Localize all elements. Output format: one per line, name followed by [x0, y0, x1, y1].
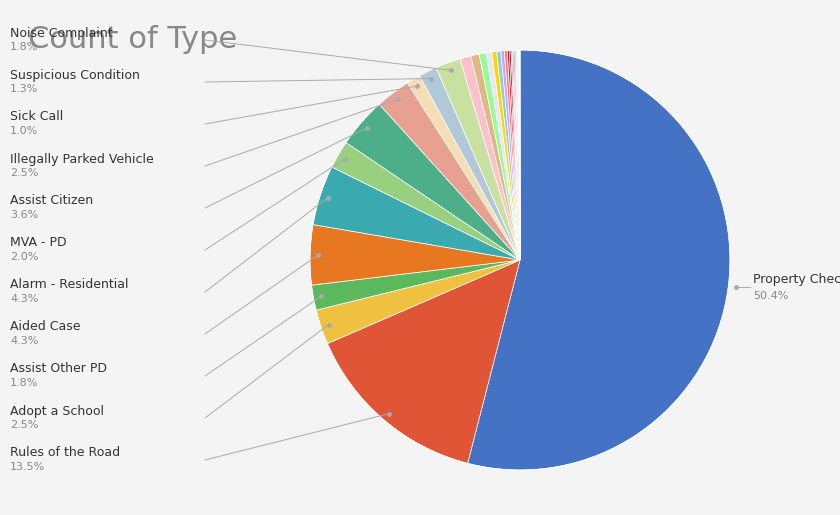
- Text: Alarm - Residential: Alarm - Residential: [10, 279, 129, 291]
- Text: 2.5%: 2.5%: [10, 168, 39, 178]
- Text: 2.0%: 2.0%: [10, 252, 39, 262]
- Text: Aided Case: Aided Case: [10, 320, 81, 334]
- Wedge shape: [486, 52, 520, 260]
- Text: 13.5%: 13.5%: [10, 462, 45, 472]
- Wedge shape: [516, 50, 520, 260]
- Text: 3.6%: 3.6%: [10, 210, 39, 220]
- Text: Illegally Parked Vehicle: Illegally Parked Vehicle: [10, 152, 154, 165]
- Wedge shape: [504, 50, 520, 260]
- Wedge shape: [501, 50, 520, 260]
- Wedge shape: [509, 50, 520, 260]
- Wedge shape: [313, 167, 520, 260]
- Text: 4.3%: 4.3%: [10, 294, 39, 304]
- Text: Suspicious Condition: Suspicious Condition: [10, 68, 140, 81]
- Wedge shape: [419, 67, 520, 260]
- Text: 1.0%: 1.0%: [10, 126, 39, 136]
- Wedge shape: [328, 260, 520, 464]
- Wedge shape: [436, 59, 520, 260]
- Wedge shape: [496, 51, 520, 260]
- Text: Rules of the Road: Rules of the Road: [10, 447, 120, 459]
- Wedge shape: [507, 50, 520, 260]
- Text: 1.3%: 1.3%: [10, 84, 39, 94]
- Wedge shape: [332, 143, 520, 260]
- Wedge shape: [479, 53, 520, 260]
- Wedge shape: [310, 225, 520, 285]
- Text: MVA - PD: MVA - PD: [10, 236, 66, 249]
- Wedge shape: [346, 104, 520, 260]
- Wedge shape: [312, 260, 520, 310]
- Wedge shape: [407, 76, 520, 260]
- Text: 4.3%: 4.3%: [10, 336, 39, 346]
- Wedge shape: [513, 50, 520, 260]
- Wedge shape: [517, 50, 520, 260]
- Text: 2.5%: 2.5%: [10, 420, 39, 430]
- Wedge shape: [518, 50, 520, 260]
- Text: Noise Complaint: Noise Complaint: [10, 26, 113, 40]
- Wedge shape: [518, 50, 520, 260]
- Text: Assist Other PD: Assist Other PD: [10, 363, 107, 375]
- Text: 50.4%: 50.4%: [753, 291, 789, 301]
- Text: Adopt a School: Adopt a School: [10, 404, 104, 418]
- Wedge shape: [511, 50, 520, 260]
- Wedge shape: [460, 56, 520, 260]
- Text: Count of Type: Count of Type: [28, 25, 237, 54]
- Wedge shape: [517, 50, 520, 260]
- Wedge shape: [519, 50, 520, 260]
- Text: Assist Citizen: Assist Citizen: [10, 195, 93, 208]
- Wedge shape: [468, 50, 730, 470]
- Wedge shape: [512, 50, 520, 260]
- Wedge shape: [471, 54, 520, 260]
- Wedge shape: [316, 260, 520, 344]
- Text: 1.8%: 1.8%: [10, 42, 39, 52]
- Text: 1.8%: 1.8%: [10, 378, 39, 388]
- Text: Property Check: Property Check: [753, 273, 840, 286]
- Wedge shape: [379, 83, 520, 260]
- Wedge shape: [491, 52, 520, 260]
- Wedge shape: [515, 50, 520, 260]
- Text: Sick Call: Sick Call: [10, 111, 63, 124]
